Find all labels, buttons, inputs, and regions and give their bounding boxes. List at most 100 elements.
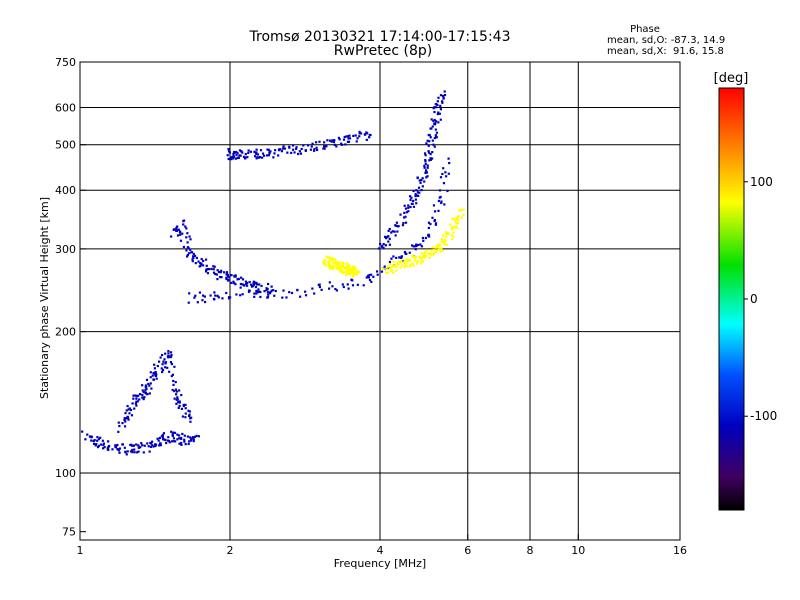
scatter-point — [193, 296, 196, 299]
scatter-point — [358, 270, 361, 274]
scatter-point — [444, 239, 447, 243]
scatter-point — [343, 271, 346, 274]
scatter-point — [294, 147, 298, 151]
stats-o-mode: mean, sd,O: -87.3, 14.9 — [607, 35, 725, 46]
scatter-point — [421, 260, 424, 263]
scatter-point — [452, 231, 455, 234]
scatter-point — [286, 151, 289, 154]
scatter-point — [167, 436, 170, 439]
scatter-point — [171, 388, 174, 392]
scatter-point — [239, 286, 242, 289]
scatter-point — [204, 270, 208, 273]
scatter-point — [154, 374, 158, 378]
scatter-point — [186, 232, 189, 235]
scatter-point — [344, 271, 348, 274]
scatter-point — [176, 398, 179, 401]
scatter-point — [141, 393, 144, 397]
scatter-point — [427, 233, 430, 236]
scatter-point — [346, 269, 349, 272]
scatter-point — [192, 438, 195, 441]
scatter-point — [174, 440, 177, 443]
scatter-point — [380, 245, 384, 248]
scatter-point — [421, 236, 425, 240]
scatter-point — [347, 264, 351, 267]
scatter-point — [213, 291, 216, 294]
scatter-point — [359, 132, 363, 135]
scatter-point — [406, 265, 409, 268]
scatter-point — [299, 152, 303, 155]
scatter-point — [432, 253, 435, 256]
scatter-point — [421, 185, 424, 188]
scatter-point — [435, 250, 438, 254]
scatter-point — [167, 356, 170, 359]
scatter-point — [227, 278, 230, 281]
scatter-point — [197, 435, 200, 438]
scatter-point — [445, 175, 448, 178]
scatter-point — [433, 210, 437, 213]
scatter-point — [195, 434, 198, 438]
scatter-point — [453, 226, 456, 229]
scatter-point — [187, 442, 190, 446]
scatter-point — [434, 102, 437, 106]
scatter-point — [391, 230, 394, 233]
scatter-point — [404, 263, 407, 267]
scatter-point — [414, 198, 417, 201]
scatter-point — [421, 256, 424, 259]
scatter-point — [180, 407, 184, 410]
scatter-point — [201, 299, 204, 302]
scatter-point — [248, 280, 251, 284]
scatter-point — [437, 96, 440, 99]
scatter-point — [142, 451, 145, 454]
scatter-point — [462, 208, 465, 211]
scatter-point — [327, 260, 331, 264]
scatter-point — [213, 298, 216, 301]
scatter-point — [352, 272, 355, 275]
scatter-point — [434, 246, 437, 249]
scatter-point — [443, 203, 446, 206]
scatter-point — [440, 238, 444, 241]
scatter-point — [141, 444, 144, 447]
scatter-point — [344, 274, 348, 277]
scatter-point — [323, 141, 326, 144]
scatter-point — [432, 248, 435, 252]
scatter-point — [417, 186, 421, 189]
scatter-point — [457, 214, 460, 218]
scatter-point — [441, 172, 444, 176]
scatter-point — [182, 403, 185, 407]
y-tick-label: 300 — [55, 243, 76, 256]
scatter-point — [107, 440, 110, 443]
scatter-point — [117, 421, 120, 424]
scatter-point — [452, 235, 455, 238]
scatter-point — [125, 453, 128, 456]
scatter-point — [184, 407, 187, 410]
scatter-point — [341, 264, 345, 267]
scatter-point — [164, 352, 167, 355]
scatter-point — [432, 119, 435, 123]
scatter-point — [408, 259, 411, 262]
scatter-point — [406, 261, 409, 264]
scatter-point — [227, 150, 231, 153]
scatter-point — [172, 437, 176, 440]
scatter-point — [149, 445, 153, 448]
scatter-point — [128, 407, 131, 410]
scatter-point — [161, 437, 165, 441]
scatter-point — [188, 414, 191, 418]
scatter-point — [256, 156, 259, 159]
scatter-point — [426, 166, 429, 169]
scatter-point — [162, 360, 165, 363]
scatter-point — [348, 134, 351, 137]
scatter-point — [378, 242, 382, 246]
scatter-point — [189, 439, 193, 442]
scatter-point — [365, 138, 368, 141]
scatter-point — [219, 271, 222, 274]
scatter-point — [135, 443, 138, 446]
scatter-point — [131, 448, 134, 452]
scatter-point — [419, 181, 422, 184]
scatter-point — [302, 144, 305, 147]
scatter-point — [399, 266, 402, 269]
scatter-point — [184, 412, 187, 415]
scatter-point — [457, 219, 460, 222]
scatter-point — [217, 270, 221, 274]
scatter-point — [197, 260, 200, 263]
scatter-point — [396, 262, 399, 265]
